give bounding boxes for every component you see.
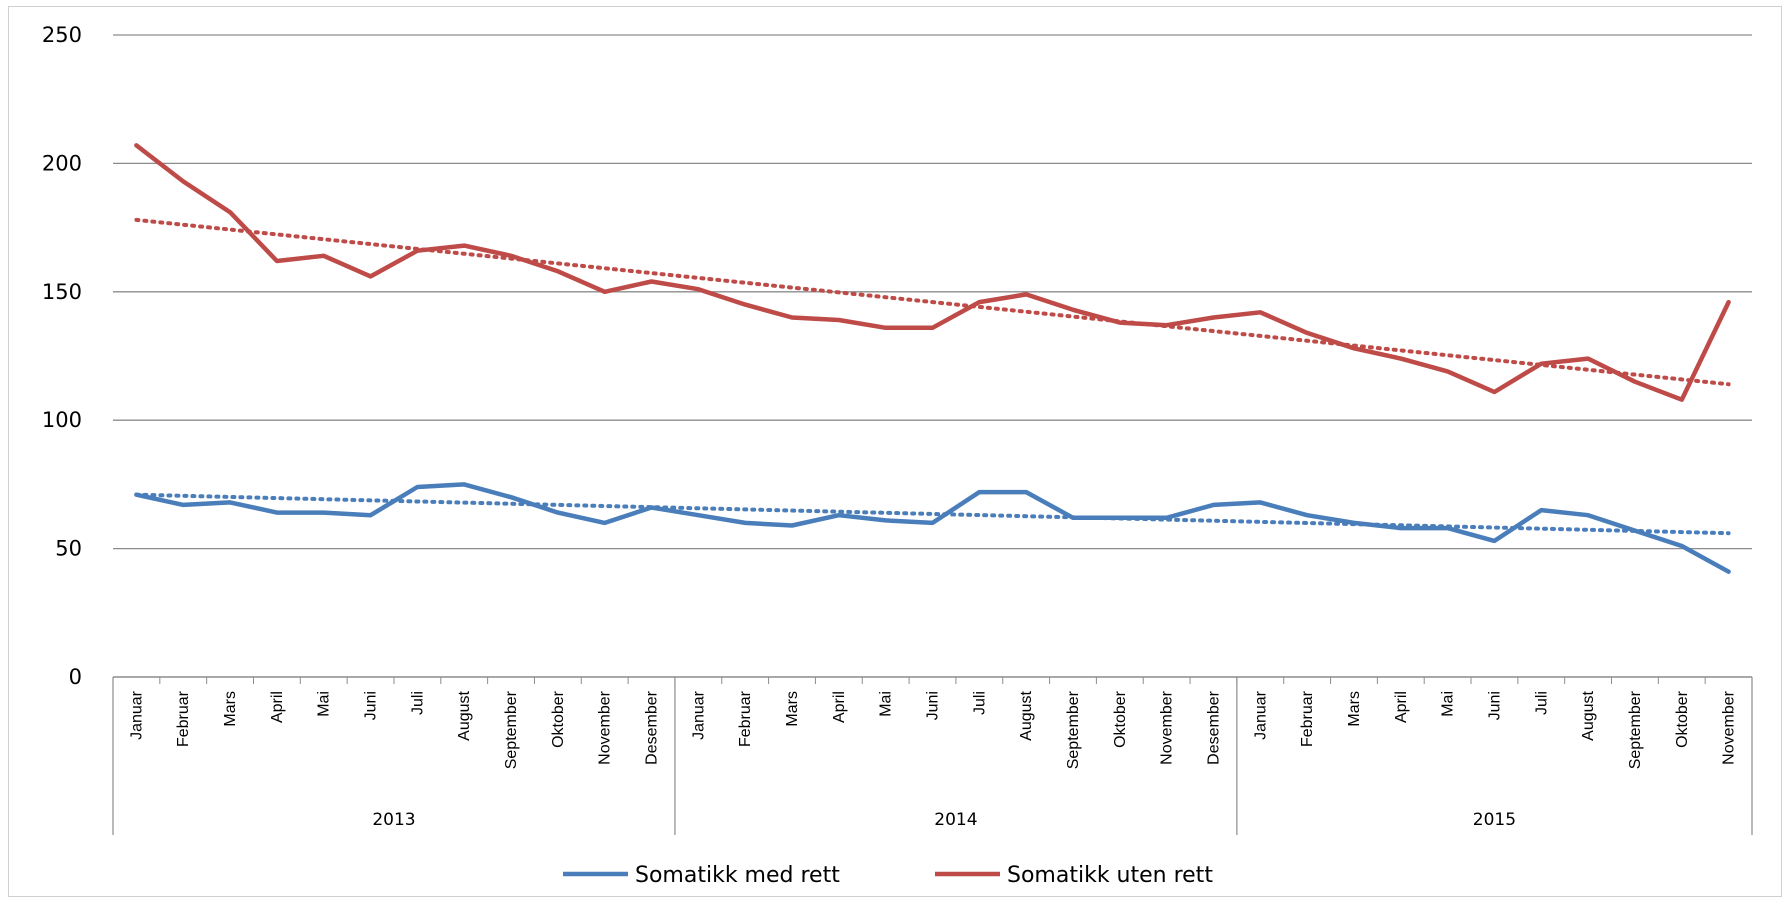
x-tick-label: September <box>1065 690 1082 769</box>
x-tick-label: Juli <box>409 691 426 715</box>
x-tick-label: Februar <box>175 690 192 747</box>
x-tick-label: August <box>1018 690 1035 740</box>
x-tick-label: August <box>456 690 473 740</box>
x-tick-label: Desember <box>644 690 661 764</box>
x-tick-label: Oktober <box>1674 690 1691 748</box>
gridlines <box>113 34 1752 550</box>
x-tick-label: Mars <box>222 691 239 727</box>
x-tick-label: Mai <box>878 691 895 717</box>
x-axis: Januar Februar Mars April Mai Juni Juli August S… <box>112 676 1753 835</box>
x-tick-label: April <box>831 691 848 723</box>
x-tick-label: Januar <box>1252 690 1269 740</box>
trendline <box>134 217 1731 387</box>
x-tick-label: Juli <box>1533 691 1550 715</box>
x-tick-label: Februar <box>1299 690 1316 747</box>
x-tick-label: November <box>597 690 614 764</box>
y-tick-label: 0 <box>69 665 82 689</box>
x-tick-label: Juni <box>925 691 942 720</box>
y-tick-label: 200 <box>42 151 82 175</box>
y-axis: 0 50 100 150 200 250 <box>42 23 82 689</box>
x-tick-label: Desember <box>1205 690 1222 764</box>
x-tick-label: Oktober <box>550 690 567 748</box>
x-tick-label: August <box>1580 690 1597 740</box>
series-lines <box>134 143 1731 574</box>
x-tick-label: April <box>269 691 286 723</box>
x-tick-label: September <box>503 690 520 769</box>
x-tick-label: November <box>1721 690 1738 764</box>
x-tick-label: Februar <box>737 690 754 747</box>
x-tick-label: April <box>1393 691 1410 723</box>
year-label: 2014 <box>934 810 977 830</box>
x-tick-label: Mai <box>316 691 333 717</box>
y-tick-label: 100 <box>42 408 82 432</box>
x-tick-label: Januar <box>690 690 707 740</box>
x-tick-label: Mai <box>1440 691 1457 717</box>
y-tick-label: 50 <box>55 537 82 561</box>
chart-frame <box>8 6 1782 897</box>
trendline <box>134 492 1731 536</box>
year-label: 2013 <box>372 810 415 830</box>
y-tick-label: 150 <box>42 280 82 304</box>
x-tick-label: Juni <box>363 691 380 720</box>
legend: Somatikk med rett Somatikk uten rett <box>563 863 1213 888</box>
x-tick-label: Mars <box>784 691 801 727</box>
legend-label: Somatikk uten rett <box>1007 863 1213 888</box>
year-label: 2015 <box>1473 810 1516 830</box>
x-tick-label: Oktober <box>1112 690 1129 748</box>
x-tick-label: Januar <box>128 690 145 740</box>
x-tick-label: Mars <box>1346 691 1363 727</box>
x-tick-label: November <box>1159 690 1176 764</box>
x-tick-label: September <box>1627 690 1644 769</box>
y-tick-label: 250 <box>42 23 82 47</box>
legend-label: Somatikk med rett <box>635 863 840 888</box>
x-tick-label: Juli <box>971 691 988 715</box>
trendlines <box>134 217 1731 536</box>
x-tick-label: Juni <box>1486 691 1503 720</box>
